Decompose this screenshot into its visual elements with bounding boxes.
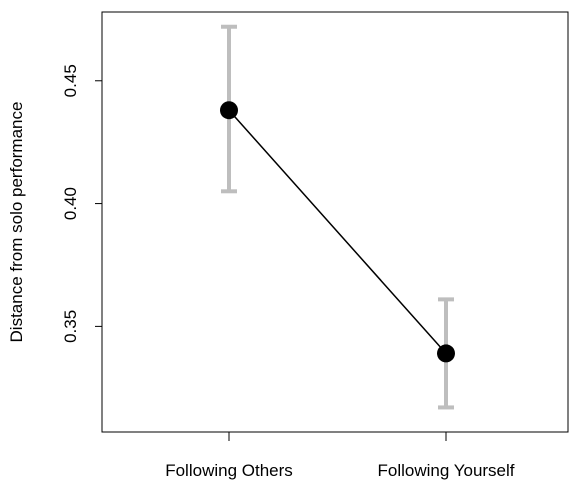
y-axis: 0.35 0.40 0.45 (61, 64, 102, 343)
series-line (228, 109, 447, 354)
data-point (437, 344, 455, 363)
data-point (220, 101, 238, 120)
x-tick-label: Following Yourself (377, 461, 514, 480)
plot-box (101, 11, 569, 433)
y-tick-label: 0.35 (61, 310, 80, 343)
y-tick-label: 0.40 (61, 187, 80, 220)
error-bars (221, 24, 454, 410)
x-axis: Following Others Following Yourself (165, 432, 515, 480)
markers (220, 101, 455, 363)
x-tick-label: Following Others (165, 461, 293, 480)
y-tick-label: 0.45 (61, 64, 80, 97)
y-axis-label: Distance from solo performance (7, 102, 26, 343)
